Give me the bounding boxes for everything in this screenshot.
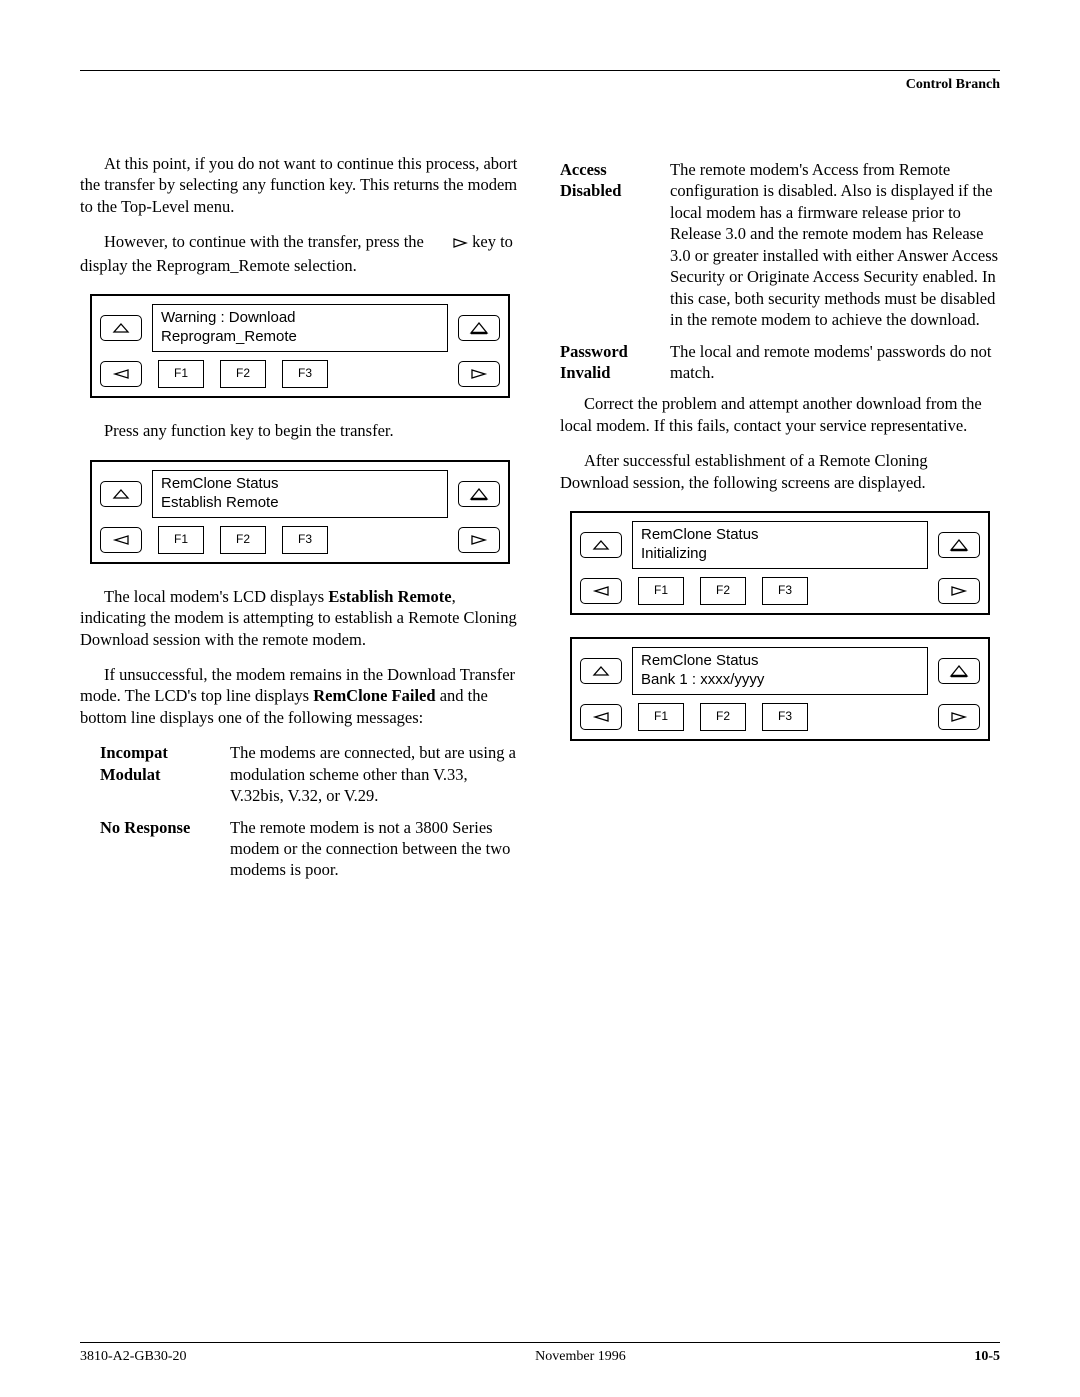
f2-key: F2 <box>700 577 746 605</box>
right-key-icon <box>458 527 500 553</box>
failure-definitions-right: Access Disabled The remote modem's Acces… <box>560 159 1000 383</box>
header-rule <box>80 70 1000 71</box>
def-row-access: Access Disabled The remote modem's Acces… <box>560 159 1000 331</box>
right-key-icon <box>938 704 980 730</box>
bold-failed: RemClone Failed <box>313 686 435 705</box>
lcd-line1: RemClone Status <box>641 526 919 545</box>
lcd-line1: RemClone Status <box>161 475 439 494</box>
para-continue: However, to continue with the transfer, … <box>80 231 520 276</box>
header-section: Control Branch <box>80 77 1000 93</box>
footer-page-number: 10-5 <box>974 1349 1000 1365</box>
select-key-icon <box>458 481 500 507</box>
f3-key: F3 <box>762 577 808 605</box>
bold-establish: Establish Remote <box>328 587 451 606</box>
up-key-icon <box>100 481 142 507</box>
f2-key: F2 <box>700 703 746 731</box>
lcd-line1: Warning : Download <box>161 309 439 328</box>
lcd-display: RemClone Status Establish Remote <box>152 470 448 518</box>
left-key-icon <box>100 361 142 387</box>
def-row-password: Password Invalid The local and remote mo… <box>560 341 1000 384</box>
select-key-icon <box>938 658 980 684</box>
lcd-top-row: RemClone Status Bank 1 : xxxx/yyyy <box>580 647 980 695</box>
lcd-top-row: RemClone Status Establish Remote <box>100 470 500 518</box>
lcd-line2: Initializing <box>641 545 919 564</box>
lcd-line2: Reprogram_Remote <box>161 328 439 347</box>
left-key-icon <box>100 527 142 553</box>
left-key-icon <box>580 578 622 604</box>
def-desc: The modems are connected, but are using … <box>230 742 520 806</box>
up-key-icon <box>580 658 622 684</box>
def-term: No Response <box>100 817 230 881</box>
def-desc: The remote modem's Access from Remote co… <box>670 159 1000 331</box>
def-row-incompat: Incompat Modulat The modems are connecte… <box>100 742 520 806</box>
def-desc: The local and remote modems' passwords d… <box>670 341 1000 384</box>
select-key-icon <box>458 315 500 341</box>
lcd-bottom-row: F1 F2 F3 <box>100 360 500 388</box>
def-row-noresponse: No Response The remote modem is not a 38… <box>100 817 520 881</box>
lcd-bottom-row: F1 F2 F3 <box>100 526 500 554</box>
def-term: Access Disabled <box>560 159 670 331</box>
lcd-bottom-row: F1 F2 F3 <box>580 703 980 731</box>
para-continue-a: However, to continue with the transfer, … <box>104 232 428 251</box>
text-a: The local modem's LCD displays <box>104 587 328 606</box>
def-term: Incompat Modulat <box>100 742 230 806</box>
fkey-row: F1 F2 F3 <box>152 526 448 554</box>
lcd-panel-establish: RemClone Status Establish Remote F1 F2 F… <box>90 460 510 564</box>
select-key-icon <box>938 532 980 558</box>
page-footer: 3810-A2-GB30-20 November 1996 10-5 <box>80 1342 1000 1365</box>
lcd-top-row: RemClone Status Initializing <box>580 521 980 569</box>
triangle-right-icon <box>428 233 468 254</box>
right-key-icon <box>938 578 980 604</box>
para-after-success: After successful establishment of a Remo… <box>560 450 1000 493</box>
f2-key: F2 <box>220 360 266 388</box>
f3-key: F3 <box>762 703 808 731</box>
right-key-icon <box>458 361 500 387</box>
fkey-row: F1 F2 F3 <box>632 703 928 731</box>
def-term: Password Invalid <box>560 341 670 384</box>
left-key-icon <box>580 704 622 730</box>
lcd-display: RemClone Status Bank 1 : xxxx/yyyy <box>632 647 928 695</box>
footer-doc-id: 3810-A2-GB30-20 <box>80 1349 187 1365</box>
para-establish-remote: The local modem's LCD displays Establish… <box>80 586 520 650</box>
right-column: Access Disabled The remote modem's Acces… <box>560 153 1000 891</box>
f1-key: F1 <box>158 526 204 554</box>
para-press-fkey: Press any function key to begin the tran… <box>80 420 520 441</box>
lcd-panel-bank: RemClone Status Bank 1 : xxxx/yyyy F1 F2… <box>570 637 990 741</box>
lcd-panel-warning: Warning : Download Reprogram_Remote F1 F… <box>90 294 510 398</box>
content-columns: At this point, if you do not want to con… <box>80 153 1000 891</box>
f1-key: F1 <box>638 703 684 731</box>
f3-key: F3 <box>282 526 328 554</box>
page: Control Branch At this point, if you do … <box>0 0 1080 1397</box>
lcd-top-row: Warning : Download Reprogram_Remote <box>100 304 500 352</box>
lcd-display: Warning : Download Reprogram_Remote <box>152 304 448 352</box>
up-key-icon <box>100 315 142 341</box>
lcd-bottom-row: F1 F2 F3 <box>580 577 980 605</box>
lcd-line1: RemClone Status <box>641 652 919 671</box>
lcd-line2: Establish Remote <box>161 494 439 513</box>
lcd-display: RemClone Status Initializing <box>632 521 928 569</box>
f1-key: F1 <box>638 577 684 605</box>
failure-definitions: Incompat Modulat The modems are connecte… <box>100 742 520 881</box>
footer-date: November 1996 <box>535 1349 626 1365</box>
para-abort: At this point, if you do not want to con… <box>80 153 520 217</box>
f3-key: F3 <box>282 360 328 388</box>
lcd-line2: Bank 1 : xxxx/yyyy <box>641 671 919 690</box>
f1-key: F1 <box>158 360 204 388</box>
fkey-row: F1 F2 F3 <box>152 360 448 388</box>
fkey-row: F1 F2 F3 <box>632 577 928 605</box>
para-remclone-failed: If unsuccessful, the modem remains in th… <box>80 664 520 728</box>
lcd-panel-initializing: RemClone Status Initializing F1 F2 F3 <box>570 511 990 615</box>
para-correct-problem: Correct the problem and attempt another … <box>560 393 1000 436</box>
def-desc: The remote modem is not a 3800 Series mo… <box>230 817 520 881</box>
left-column: At this point, if you do not want to con… <box>80 153 520 891</box>
f2-key: F2 <box>220 526 266 554</box>
up-key-icon <box>580 532 622 558</box>
